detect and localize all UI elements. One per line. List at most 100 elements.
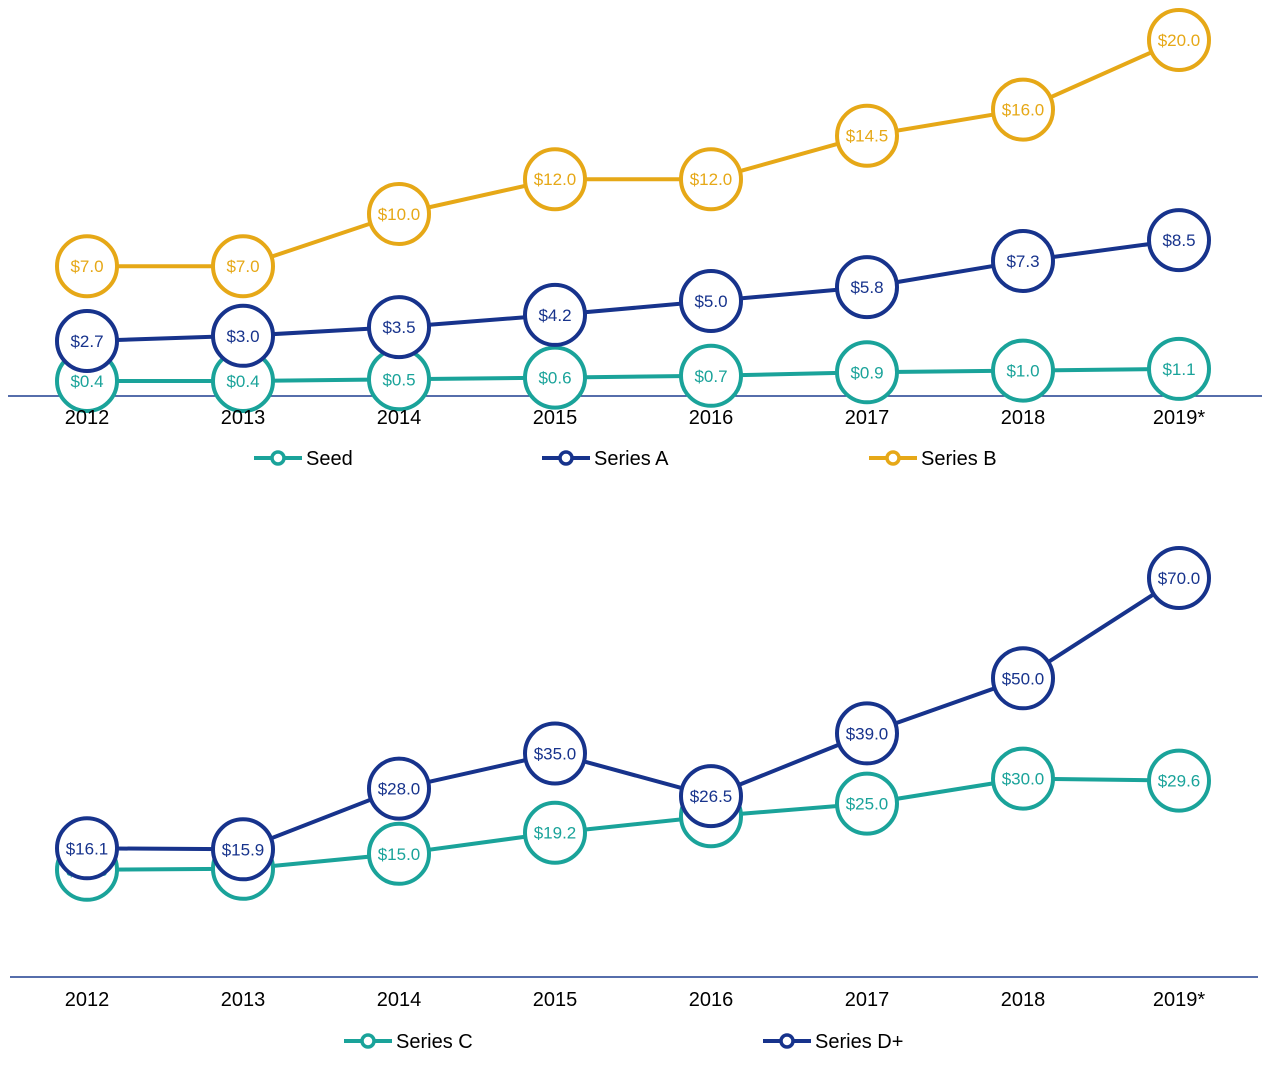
data-point-series-b bbox=[523, 147, 587, 212]
x-tick-label: 2019* bbox=[1153, 989, 1205, 1011]
data-point-series-b bbox=[835, 103, 899, 168]
x-tick-label: 2016 bbox=[689, 407, 734, 429]
data-label-series-a: $7.3 bbox=[1006, 252, 1039, 271]
data-label-seed: $0.7 bbox=[694, 367, 727, 386]
legend-label: Series D+ bbox=[815, 1031, 903, 1053]
data-point-series-d bbox=[991, 646, 1055, 711]
x-tick-label: 2014 bbox=[377, 989, 422, 1011]
data-label-series-d: $15.9 bbox=[222, 840, 265, 859]
legend-label: Series A bbox=[594, 448, 669, 470]
data-label-series-b: $12.0 bbox=[690, 170, 733, 189]
legend-item-series-a: Series A bbox=[542, 448, 669, 470]
data-label-series-b: $14.5 bbox=[846, 127, 889, 146]
data-point-series-d bbox=[679, 764, 743, 829]
data-label-seed: $1.1 bbox=[1162, 360, 1195, 379]
data-label-series-d: $39.0 bbox=[846, 724, 889, 743]
data-point-series-a bbox=[679, 269, 743, 333]
data-label-series-c: $29.6 bbox=[1158, 772, 1201, 791]
data-label-series-c: $30.0 bbox=[1002, 770, 1045, 789]
data-label-series-d: $35.0 bbox=[534, 745, 577, 764]
x-tick-label: 2017 bbox=[845, 407, 890, 429]
x-tick-label: 2018 bbox=[1001, 989, 1046, 1011]
x-tick-label: 2012 bbox=[65, 989, 110, 1011]
x-tick-label: 2012 bbox=[65, 407, 110, 429]
data-label-series-d: $28.0 bbox=[378, 780, 421, 799]
data-point-series-b bbox=[367, 182, 431, 246]
data-point-series-c bbox=[1147, 748, 1211, 813]
data-point-series-b bbox=[679, 147, 743, 212]
data-label-series-a: $5.8 bbox=[850, 278, 883, 297]
legend-label: Seed bbox=[306, 448, 353, 470]
data-label-series-a: $2.7 bbox=[70, 332, 103, 351]
data-label-series-a: $5.0 bbox=[694, 292, 727, 311]
x-tick-label: 2018 bbox=[1001, 407, 1046, 429]
x-tick-label: 2015 bbox=[533, 407, 578, 429]
data-point-series-c bbox=[835, 771, 899, 836]
data-point-series-a bbox=[367, 295, 431, 360]
legend-marker-icon bbox=[360, 1033, 376, 1049]
data-point-series-d bbox=[55, 816, 119, 881]
data-point-series-d bbox=[523, 721, 587, 786]
chart-1: $0.4 $0.4 $0.5 $0.6 $0.7 $0.9 $1.0 $1.1 $2.7 $3.0… bbox=[8, 8, 1262, 470]
data-point-series-b bbox=[55, 234, 119, 299]
x-tick-label: 2015 bbox=[533, 989, 578, 1011]
data-label-series-b: $7.0 bbox=[70, 257, 103, 276]
data-label-seed: $0.4 bbox=[70, 372, 103, 391]
x-tick-label: 2013 bbox=[221, 989, 266, 1011]
legend-item-series-b: Series B bbox=[869, 448, 997, 470]
data-point-series-d bbox=[1147, 546, 1211, 610]
data-point-seed bbox=[523, 345, 587, 410]
data-label-series-a: $4.2 bbox=[538, 306, 571, 325]
data-point-series-c bbox=[991, 746, 1055, 811]
data-point-series-c bbox=[523, 800, 587, 865]
data-label-series-c: $19.2 bbox=[534, 824, 577, 843]
data-point-series-b bbox=[991, 77, 1055, 142]
data-point-series-a bbox=[55, 309, 119, 373]
data-label-series-d: $50.0 bbox=[1002, 669, 1045, 688]
data-label-series-d: $26.5 bbox=[690, 787, 733, 806]
legend-item-series-d: Series D+ bbox=[763, 1031, 903, 1053]
data-label-series-a: $3.0 bbox=[226, 327, 259, 346]
data-label-series-b: $10.0 bbox=[378, 205, 421, 224]
data-label-series-d: $70.0 bbox=[1158, 569, 1201, 588]
chart-2: $11.8$12.0$15.0$19.2$22.5$25.0$30.0$29.6… bbox=[10, 546, 1258, 1053]
data-point-series-a bbox=[991, 229, 1055, 293]
data-point-series-b bbox=[1147, 8, 1211, 72]
data-label-series-c: $25.0 bbox=[846, 795, 889, 814]
data-label-series-b: $20.0 bbox=[1158, 31, 1201, 50]
data-label-series-d: $16.1 bbox=[66, 839, 109, 858]
data-point-series-b bbox=[211, 234, 275, 299]
data-point-seed bbox=[835, 340, 899, 405]
data-point-series-a bbox=[523, 282, 587, 347]
x-tick-label: 2014 bbox=[377, 407, 422, 429]
legend-marker-icon bbox=[885, 450, 901, 466]
x-tick-label: 2016 bbox=[689, 989, 734, 1011]
legend-label: Series B bbox=[921, 448, 997, 470]
x-tick-label: 2013 bbox=[221, 407, 266, 429]
legend-item-seed: Seed bbox=[254, 448, 353, 470]
legend-marker-icon bbox=[558, 450, 574, 466]
data-label-seed: $0.4 bbox=[226, 372, 259, 391]
data-point-series-a bbox=[1147, 208, 1211, 273]
data-point-series-d bbox=[211, 817, 275, 882]
data-label-series-b: $16.0 bbox=[1002, 101, 1045, 120]
legend-marker-icon bbox=[779, 1033, 795, 1049]
data-label-series-b: $12.0 bbox=[534, 170, 577, 189]
x-tick-label: 2019* bbox=[1153, 407, 1205, 429]
data-point-series-d bbox=[835, 701, 899, 766]
data-label-seed: $1.0 bbox=[1006, 362, 1039, 381]
data-point-series-a bbox=[835, 255, 899, 320]
data-point-seed bbox=[1147, 336, 1211, 401]
data-label-series-a: $3.5 bbox=[382, 318, 415, 337]
data-point-series-d bbox=[367, 756, 431, 821]
data-point-seed bbox=[991, 338, 1055, 403]
data-point-seed bbox=[679, 343, 743, 408]
data-label-series-b: $7.0 bbox=[226, 257, 259, 276]
data-label-seed: $0.5 bbox=[382, 370, 415, 389]
legend-marker-icon bbox=[270, 450, 286, 466]
legend-item-series-c: Series C bbox=[344, 1031, 473, 1053]
data-label-series-c: $15.0 bbox=[378, 845, 421, 864]
data-label-seed: $0.6 bbox=[538, 369, 571, 388]
data-label-seed: $0.9 bbox=[850, 363, 883, 382]
